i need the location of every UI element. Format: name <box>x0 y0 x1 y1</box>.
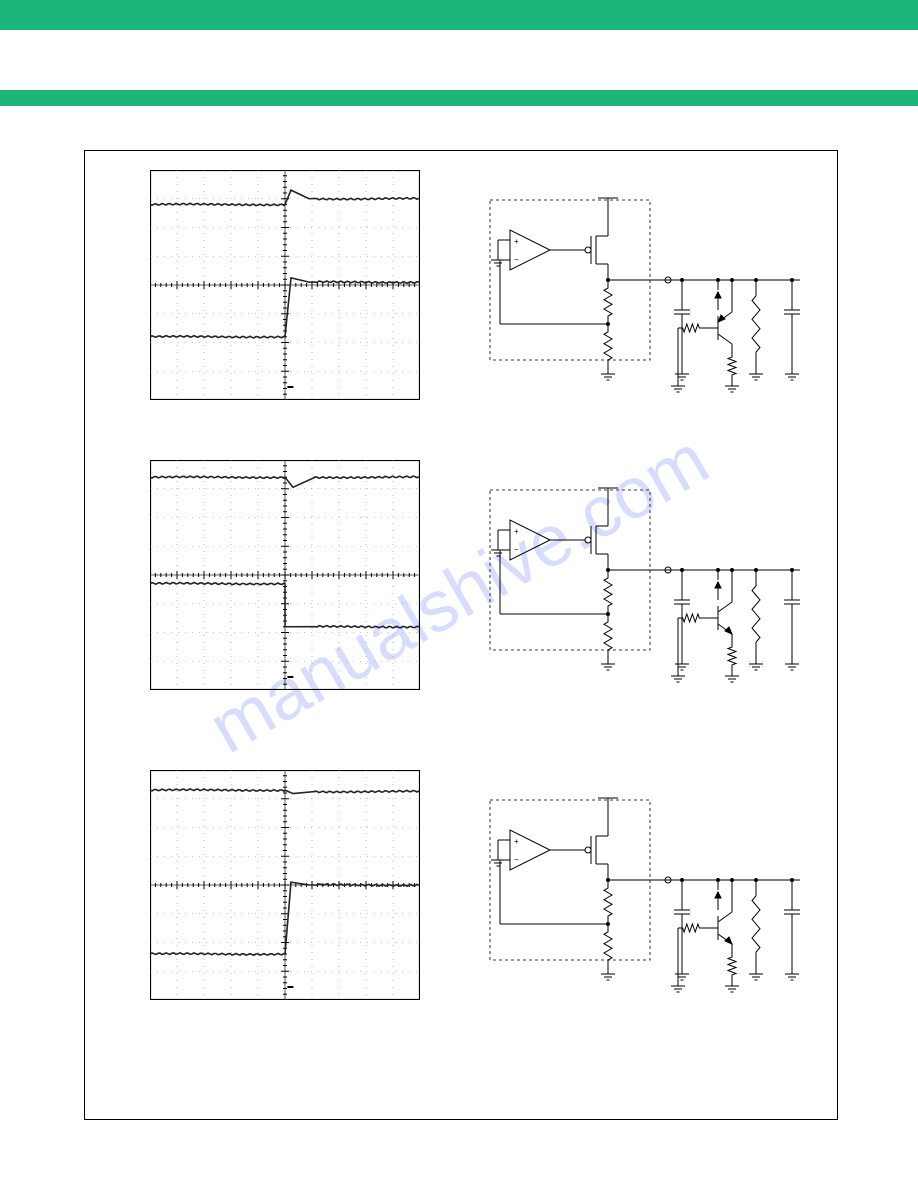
header-bar-1 <box>0 0 918 30</box>
svg-text:−: − <box>514 545 519 554</box>
svg-text:+: + <box>514 527 519 536</box>
schematic-1: +− <box>470 190 800 410</box>
header-bar-2 <box>0 90 918 106</box>
schematic-3: +− <box>470 790 800 1010</box>
svg-text:−: − <box>514 855 519 864</box>
page: manualshive.com +−+−+− <box>0 0 918 1188</box>
oscilloscope-1 <box>150 170 420 400</box>
schematic-2: +− <box>470 480 800 700</box>
svg-text:−: − <box>514 255 519 264</box>
svg-text:+: + <box>514 237 519 246</box>
svg-text:+: + <box>514 837 519 846</box>
oscilloscope-3 <box>150 770 420 1000</box>
oscilloscope-2 <box>150 460 420 690</box>
